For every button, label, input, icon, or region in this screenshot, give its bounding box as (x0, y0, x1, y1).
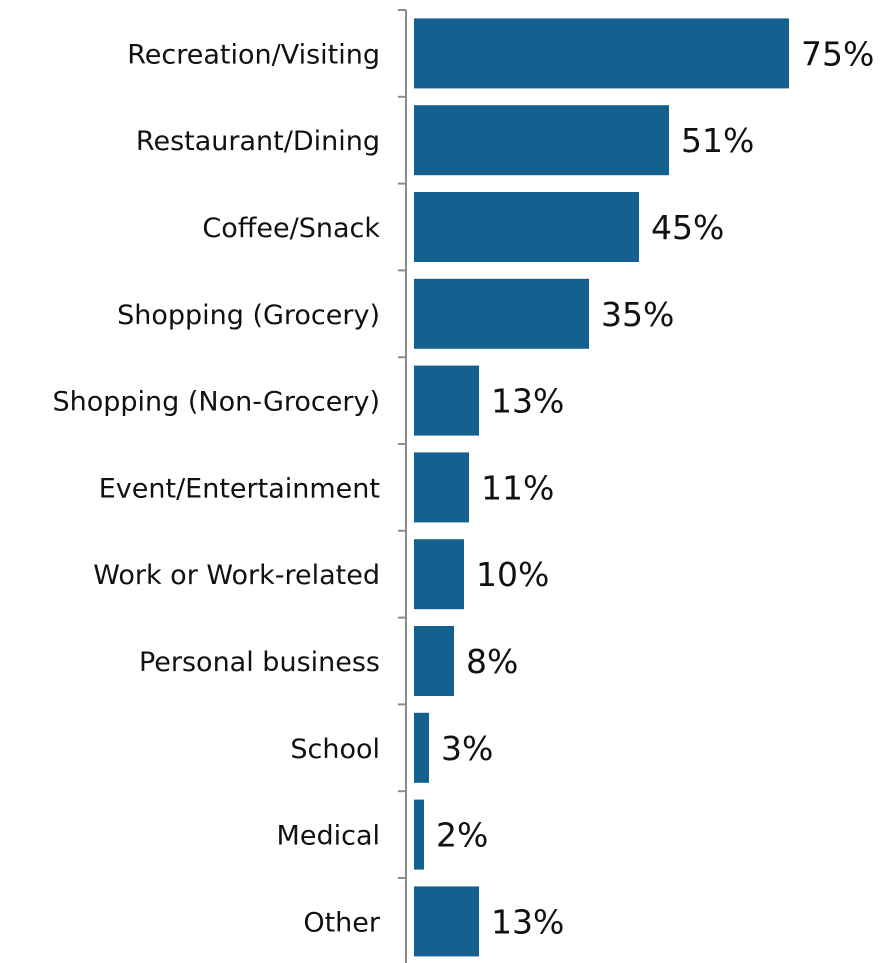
bar (414, 799, 424, 870)
category-label: Shopping (Grocery) (117, 300, 380, 331)
value-label: 45% (651, 208, 724, 247)
category-label: Recreation/Visiting (127, 39, 380, 70)
value-label: 51% (681, 121, 754, 160)
category-label: Event/Entertainment (99, 473, 380, 504)
category-label: School (290, 734, 380, 765)
value-label: 8% (466, 642, 518, 681)
value-label: 13% (491, 382, 564, 421)
bar (414, 192, 639, 262)
bar (414, 105, 669, 176)
value-label: 11% (481, 468, 554, 507)
value-label: 75% (801, 34, 874, 73)
bar (414, 886, 479, 957)
value-label: 13% (491, 902, 564, 941)
bar (414, 365, 479, 436)
value-label: 10% (476, 555, 549, 594)
bar (414, 712, 429, 783)
bar (414, 539, 464, 610)
bar (414, 452, 469, 523)
category-label: Shopping (Non-Grocery) (53, 387, 381, 418)
category-label: Coffee/Snack (202, 213, 380, 244)
labels-group: Recreation/Visiting 75% Restaurant/Dining 5… (53, 34, 875, 941)
category-label: Restaurant/Dining (136, 126, 380, 157)
category-label: Work or Work-related (93, 560, 380, 591)
value-label: 2% (436, 816, 488, 855)
bar (414, 626, 454, 696)
category-label: Personal business (139, 647, 380, 678)
bar (414, 278, 589, 349)
value-label: 35% (601, 295, 674, 334)
category-label: Other (303, 907, 381, 938)
value-label: 3% (441, 729, 493, 768)
category-label: Medical (277, 821, 380, 852)
bar (414, 18, 789, 89)
bars-group (414, 18, 789, 957)
category-axis (398, 9, 407, 963)
